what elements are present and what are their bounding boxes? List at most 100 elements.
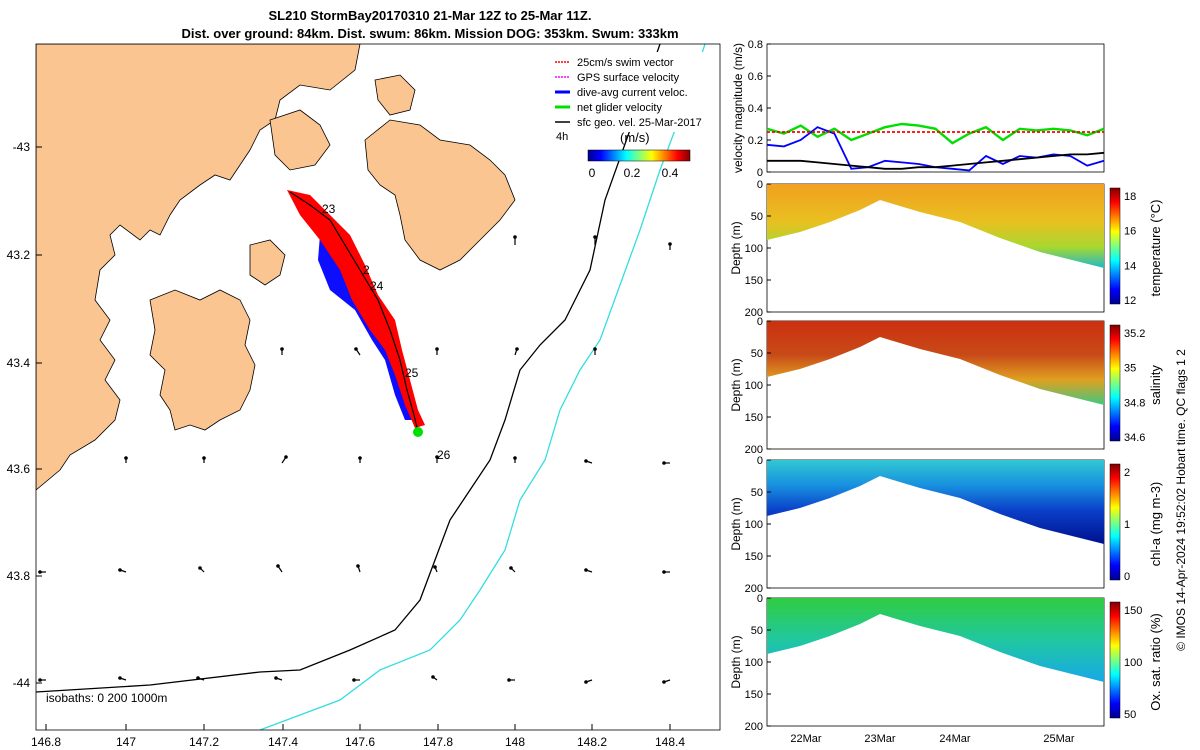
colorbar-tick-label: 50 (1124, 709, 1136, 721)
geo-velocity-arrowhead (584, 568, 588, 572)
geo-velocity-arrowhead (274, 676, 278, 680)
section-salinity (766, 320, 1121, 450)
colorbar-tick-label: 34.6 (1124, 432, 1145, 444)
geo-velocity-arrowhead (662, 461, 666, 465)
geo-velocity-arrowhead (593, 235, 597, 239)
map-xtick-label: 147.8 (423, 735, 453, 749)
legend-label-net: net glider velocity (577, 102, 662, 114)
colorbar-tick-label: 1 (1124, 519, 1130, 531)
colorbar-tick-label: 35.2 (1124, 328, 1145, 340)
colorbar-tick-label: 100 (1124, 657, 1142, 669)
velocity-y-axis: 0 0.2 0.4 0.6 0.8 (748, 39, 771, 179)
velocity-panel: 0 0.2 0.4 0.6 0.8 velocity magnitude (m/s) (731, 39, 1105, 179)
geo-velocity-arrowhead (509, 566, 513, 570)
time-tick-label: 23Mar (864, 733, 896, 745)
velocity-ytick-label: 0.8 (748, 39, 763, 51)
depth-tick-label: 0 (757, 593, 763, 605)
map-ytick-label: 43.4 (7, 356, 31, 370)
colorbar-label: chl-a (mg m-3) (1148, 482, 1163, 567)
time-tick-label: 22Mar (790, 733, 822, 745)
colorbar-label: salinity (1148, 365, 1163, 405)
geo-velocity-arrowhead (593, 347, 597, 351)
day-label-23: 23 (322, 202, 336, 216)
section-ylabel: Depth (m) (729, 221, 743, 274)
day-label-25: 25 (405, 366, 419, 380)
legend-label-geo: sfc geo. vel. 25-Mar-2017 (577, 117, 702, 129)
map-xtick-label: 148 (505, 735, 525, 749)
geo-velocity-arrowhead (356, 564, 360, 568)
depth-tick-label: 0 (757, 455, 763, 467)
legend-label-gps: GPS surface velocity (577, 72, 680, 84)
map-xtick-label: 147.4 (268, 735, 298, 749)
depth-tick-label: 50 (751, 348, 763, 360)
colorbar-tick-label: 16 (1124, 226, 1136, 238)
geo-velocity-arrowhead (515, 347, 519, 351)
geo-velocity-arrowhead (584, 459, 588, 463)
geo-velocity-arrowhead (662, 570, 666, 574)
depth-tick-label: 100 (745, 657, 763, 669)
colorbar-unit: (m/s) (620, 130, 650, 145)
colorbar-tick-label: 34.8 (1124, 397, 1145, 409)
map-xtick-label: 148.2 (577, 735, 607, 749)
geo-velocity-arrowhead (118, 676, 122, 680)
velocity-series-line (766, 122, 1105, 145)
geostrophic-velocity-arrows (38, 235, 672, 684)
glider-end-marker (413, 427, 423, 437)
depth-tick-label: 50 (751, 625, 763, 637)
depth-tick-label: 100 (745, 243, 763, 255)
depth-tick-label: 50 (751, 487, 763, 499)
isobath-1000 (259, 44, 706, 730)
depth-tick-label: 100 (745, 380, 763, 392)
map-xtick-label: 146.8 (31, 735, 61, 749)
depth-tick-label: 150 (745, 551, 763, 563)
section-temperature (766, 183, 1121, 313)
velocity-series-line (767, 151, 1105, 170)
land-peninsula (149, 289, 256, 431)
glider-track-line (289, 191, 419, 433)
isobath-200 (36, 44, 661, 693)
geo-velocity-arrowhead (358, 456, 362, 460)
map-xtick-label: 148.4 (655, 735, 685, 749)
map-frame (35, 43, 721, 731)
geo-velocity-arrowhead (431, 675, 435, 679)
day-label-2: 2 (363, 263, 370, 277)
colorbar-tick-label: 0 (1124, 571, 1130, 583)
colorbar-tick-label: 18 (1124, 191, 1136, 203)
time-tick-label: 25Mar (1043, 733, 1075, 745)
geo-velocity-arrowhead (118, 568, 122, 572)
colorbar-label: temperature (°C) (1148, 200, 1163, 297)
depth-tick-label: 200 (745, 583, 763, 595)
temperature-field (767, 184, 1104, 268)
map-ytick-label: 43.6 (7, 462, 31, 476)
time-tick-label: 24Mar (939, 733, 971, 745)
velocity-ylabel: velocity magnitude (m/s) (731, 43, 745, 173)
day-label-26: 26 (437, 448, 451, 462)
salinity-field (767, 321, 1104, 405)
geo-velocity-arrowhead (38, 678, 42, 682)
colorbar-tick-label: 12 (1124, 295, 1136, 307)
colorbar-tick-0: 0 (589, 166, 596, 180)
geo-velocity-arrowhead (662, 680, 666, 684)
land-north-islands (269, 109, 331, 171)
velocity-ytick-label: 0.2 (748, 135, 763, 147)
geo-velocity-arrowhead (435, 455, 439, 459)
depth-tick-label: 50 (751, 211, 763, 223)
geo-velocity-arrowhead (38, 570, 42, 574)
map-ytick-label: 43.2 (7, 248, 31, 262)
velocity-ytick-label: 0.4 (748, 103, 763, 115)
geo-velocity-arrowhead (513, 235, 517, 239)
map-panel: 23 2 24 25 26 isobaths: 0 200 1000m 25cm… (7, 43, 721, 749)
geo-velocity-arrowhead (507, 678, 511, 682)
depth-tick-label: 0 (757, 179, 763, 191)
colorbar-tick-2: 0.4 (662, 166, 679, 180)
chlorophyll-colorbar (1109, 463, 1121, 581)
depth-tick-label: 150 (745, 275, 763, 287)
map-xtick-label: 147.2 (189, 735, 219, 749)
legend-time-label: 4h (556, 131, 568, 143)
depth-tick-label: 150 (745, 689, 763, 701)
geo-velocity-arrowhead (354, 347, 358, 351)
colorbar-tick-1: 0.2 (624, 166, 641, 180)
geo-velocity-arrowhead (435, 347, 439, 351)
land-south-tip (249, 239, 286, 286)
